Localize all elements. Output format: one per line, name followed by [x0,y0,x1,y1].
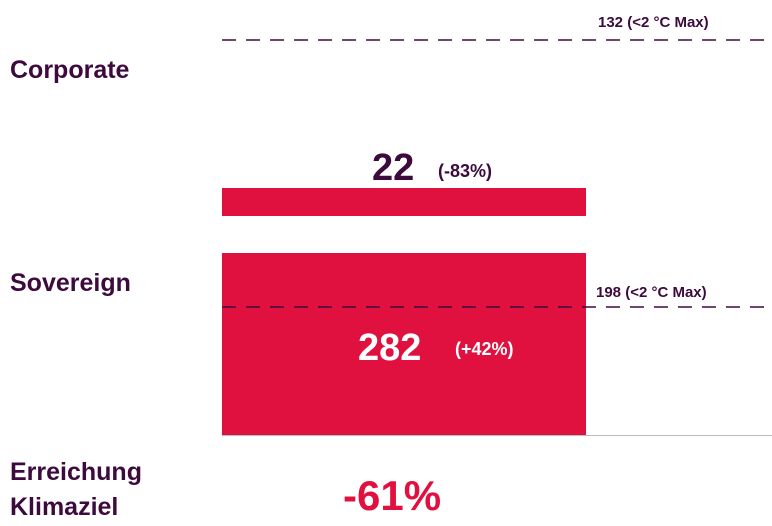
corporate-bar [222,188,586,216]
corporate-value: 22 [372,147,414,189]
sovereign-bar [222,253,586,435]
corporate-label: Corporate [10,56,130,84]
sovereign-change: (+42%) [455,339,514,359]
sovereign-limit: 198 (<2 °C Max) [596,284,707,301]
sovereign-label: Sovereign [10,269,131,297]
corporate-change: (-83%) [438,161,492,181]
goal-value: -61% [343,472,441,519]
goal-label-line: Erreichung [10,458,142,486]
corporate-limit: 132 (<2 °C Max) [598,14,709,31]
goal-label-line: Klimaziel [10,493,118,521]
sovereign-value: 282 [358,327,421,369]
